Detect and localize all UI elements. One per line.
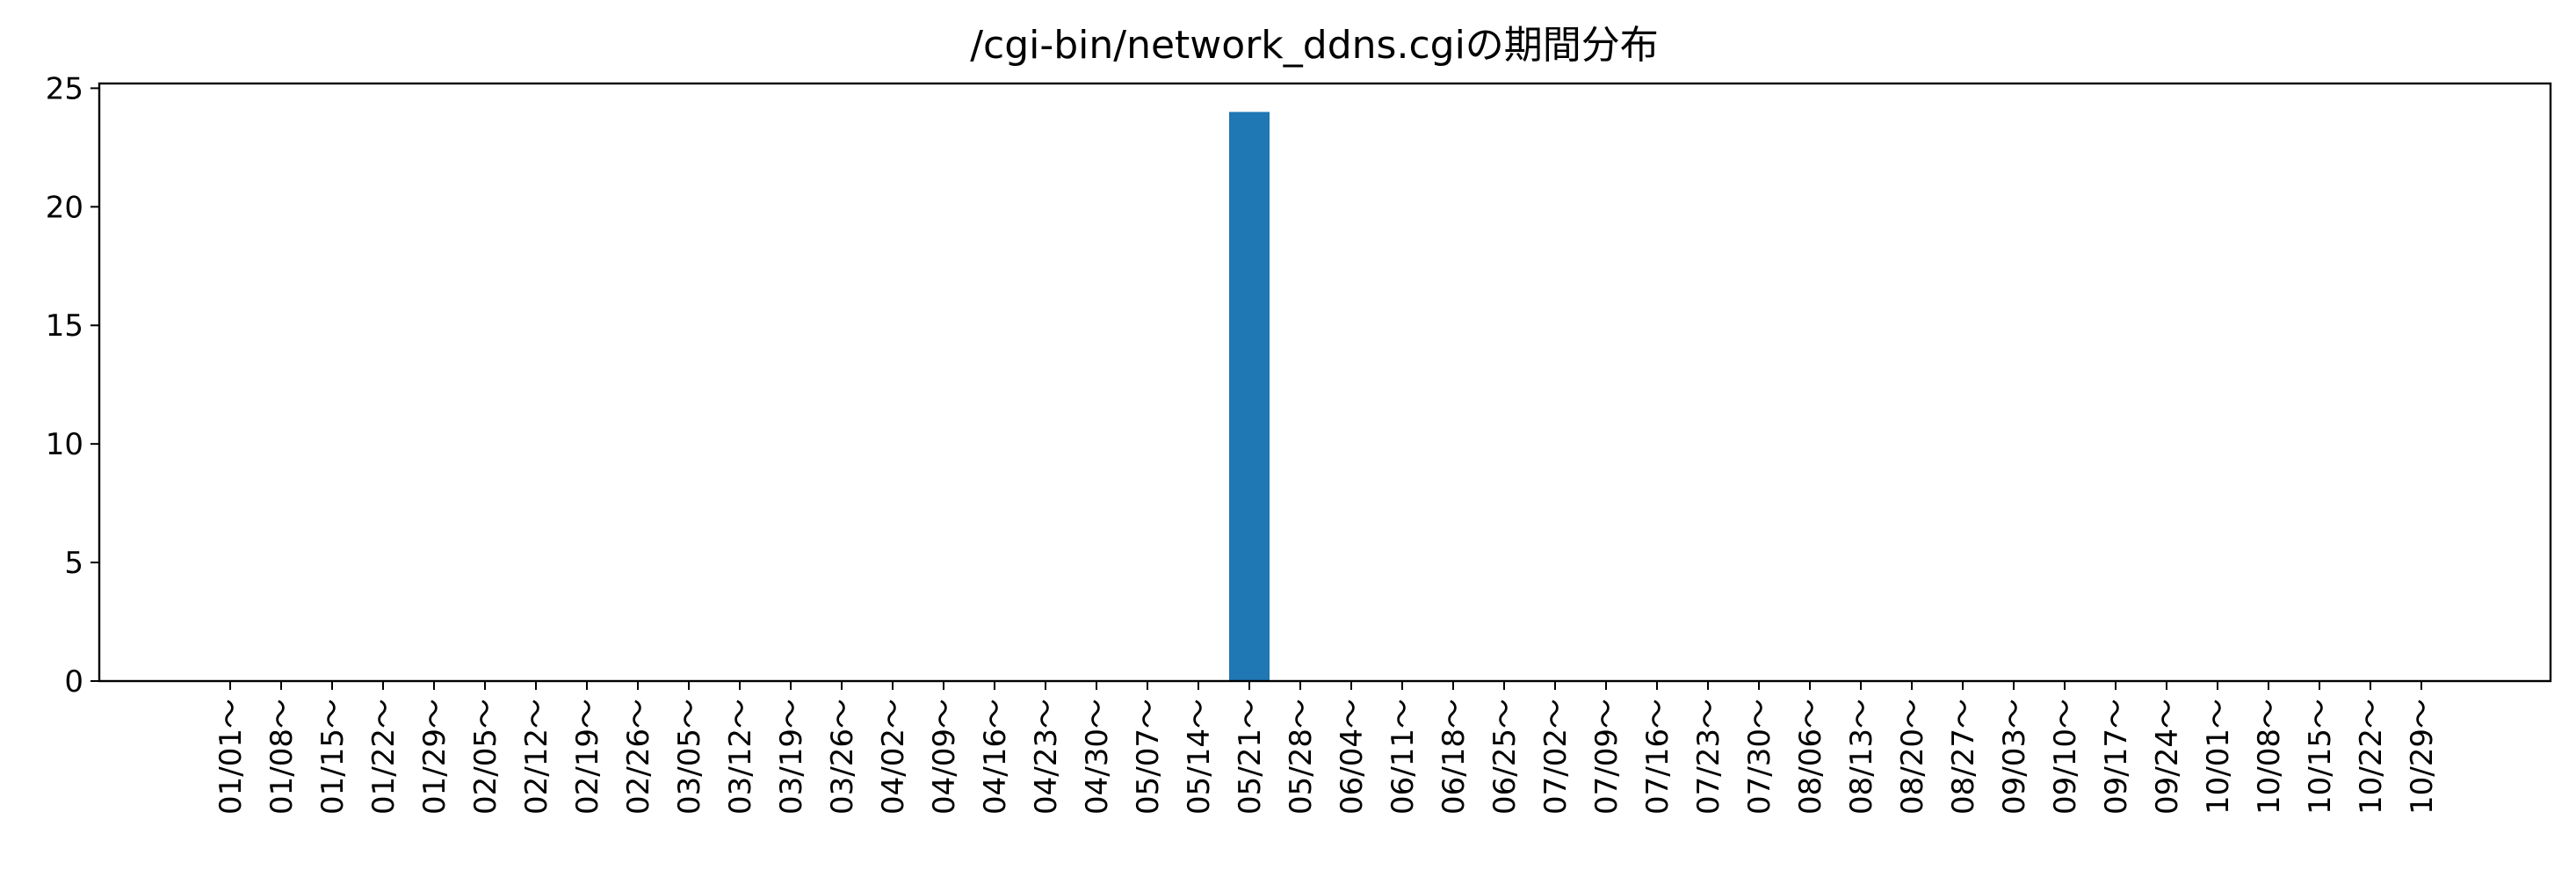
y-tick-label: 0 [64,664,83,700]
x-tick-label: 07/30～ [1742,699,1777,815]
bar-21 [1229,112,1270,681]
x-tick-label: 01/08～ [264,699,300,815]
x-tick-label: 01/01～ [213,699,249,815]
x-tick-label: 09/17～ [2099,699,2134,815]
x-tick-label: 05/07～ [1131,699,1166,815]
x-tick-label: 06/18～ [1436,699,1472,815]
x-tick-label: 04/02～ [876,699,911,815]
x-tick-label: 08/06～ [1793,699,1828,815]
x-tick-label: 09/24～ [2150,699,2185,815]
x-tick-label: 02/12～ [519,699,554,815]
x-tick-label: 04/16～ [978,699,1013,815]
chart-title: /cgi-bin/network_ddns.cgiの期間分布 [970,23,1659,68]
axes-frame [98,82,2552,683]
x-tick-label: 02/26～ [621,699,656,815]
x-tick-label: 10/29～ [2405,699,2440,815]
x-tick-label: 07/23～ [1691,699,1726,815]
x-tick-label: 09/10～ [2048,699,2083,815]
x-tick-label: 01/29～ [417,699,452,815]
x-tick-label: 06/11～ [1386,699,1421,815]
x-tick-label: 02/05～ [468,699,503,815]
y-tick-label: 20 [46,190,83,225]
x-tick-label: 05/21～ [1233,699,1268,815]
x-tick-label: 10/22～ [2354,699,2389,815]
y-tick-label: 15 [46,308,83,344]
x-tick-label: 04/09～ [927,699,962,815]
x-tick-label: 01/22～ [366,699,402,815]
x-tick-label: 05/28～ [1284,699,1319,815]
x-tick-label: 10/08～ [2252,699,2287,815]
x-tick-label: 07/16～ [1640,699,1675,815]
x-tick-label: 08/27～ [1946,699,1981,815]
x-tick-label: 07/09～ [1589,699,1624,815]
x-tick-label: 08/20～ [1895,699,1930,815]
x-tick-label: 01/15～ [315,699,351,815]
x-tick-label: 10/01～ [2201,699,2236,815]
y-tick-label: 25 [46,71,83,106]
x-tick-label: 06/25～ [1487,699,1523,815]
y-tick-label: 10 [46,427,83,462]
x-tick-label: 02/19～ [570,699,605,815]
x-tick-label: 09/03～ [1997,699,2032,815]
y-tick-label: 5 [64,546,83,581]
x-tick-label: 03/26～ [825,699,860,815]
plot-area: 0 5 10 15 20 25 01/01～ 01/08～ 01/15～ 01/22～ 01/29～… [46,71,2552,815]
x-tick-label: 10/15～ [2303,699,2338,815]
x-tick-label: 06/04～ [1335,699,1370,815]
x-tick-label: 03/05～ [672,699,707,815]
x-tick-label: 07/02～ [1538,699,1574,815]
x-tick-label: 08/13～ [1844,699,1879,815]
x-tick-label: 04/30～ [1080,699,1115,815]
x-tick-label: 03/12～ [723,699,758,815]
x-tick-label: 03/19～ [774,699,809,815]
x-tick-label: 04/23～ [1029,699,1064,815]
x-tick-label: 05/14～ [1182,699,1217,815]
